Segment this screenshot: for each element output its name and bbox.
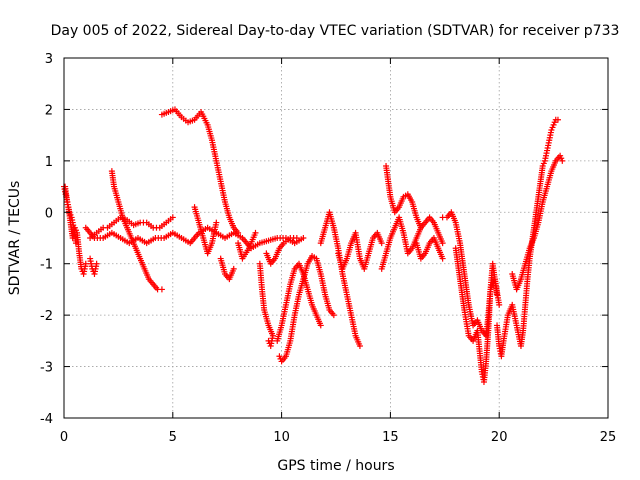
data-point: [439, 255, 446, 262]
data-point: [559, 157, 566, 164]
data-point: [252, 229, 259, 236]
x-tick-label: 15: [382, 430, 399, 445]
data-point: [439, 240, 446, 247]
data-point: [93, 260, 100, 267]
y-tick-label: -3: [40, 361, 53, 376]
data-point: [317, 322, 324, 329]
data-point: [230, 265, 237, 272]
data-point: [293, 235, 300, 241]
ticks-layer: 0 5 10 15 20 25 -4 -3 -2 -1 0 1 2 3: [40, 52, 616, 445]
data-point: [356, 343, 363, 349]
y-tick-label: 3: [45, 52, 53, 67]
data-point: [169, 214, 176, 221]
y-tick-label: -1: [40, 258, 53, 273]
data-point: [213, 219, 220, 226]
data-point: [378, 240, 385, 247]
data-point: [72, 240, 79, 247]
y-tick-label: 0: [45, 206, 53, 221]
data-point: [496, 301, 503, 308]
data-points-layer: [61, 106, 566, 385]
x-tick-label: 5: [169, 430, 177, 445]
data-point: [235, 229, 242, 236]
data-point: [300, 235, 307, 241]
grid-layer: [64, 58, 608, 418]
y-tick-label: 2: [45, 103, 53, 118]
data-point: [265, 337, 272, 344]
chart-title: Day 005 of 2022, Sidereal Day-to-day VTE…: [51, 23, 620, 39]
x-tick-label: 0: [60, 430, 68, 445]
x-tick-label: 25: [600, 430, 617, 445]
y-tick-label: -4: [40, 412, 53, 427]
x-tick-label: 20: [491, 430, 508, 445]
data-point: [554, 116, 561, 123]
x-axis-label: GPS time / hours: [277, 458, 394, 474]
data-point: [158, 286, 165, 293]
y-axis-label: SDTVAR / TECUs: [7, 181, 23, 296]
plot-frame: [63, 57, 609, 419]
data-point: [330, 312, 337, 319]
y-tick-label: -2: [40, 309, 53, 324]
data-point: [82, 260, 89, 267]
y-tick-label: 1: [45, 155, 53, 170]
x-tick-label: 10: [273, 430, 290, 445]
